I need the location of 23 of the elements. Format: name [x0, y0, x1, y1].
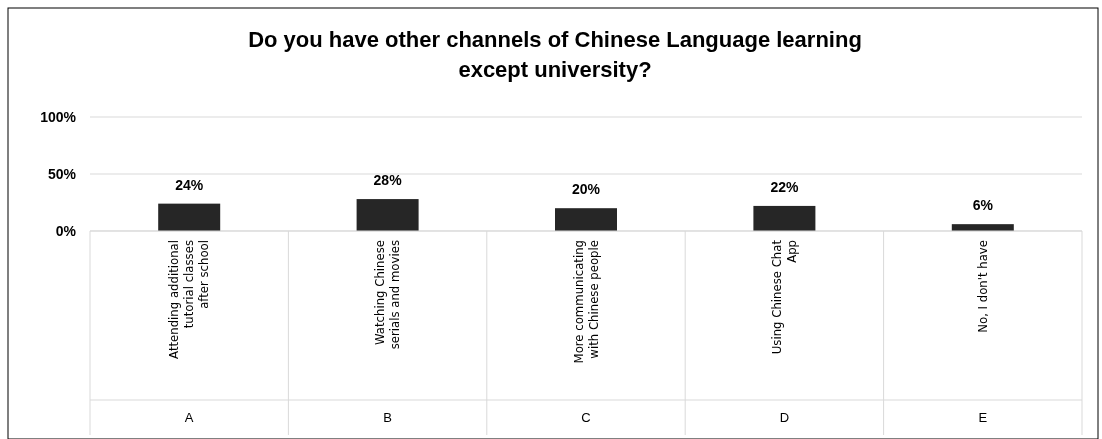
data-label: 28%	[373, 172, 403, 189]
y-tick-label: 0%	[55, 223, 77, 239]
bar	[356, 199, 419, 231]
data-label: 24%	[175, 176, 204, 193]
x-tick-label: Watching Chinese serials and movies	[372, 240, 403, 350]
bar	[158, 203, 221, 231]
bar	[753, 205, 816, 231]
y-tick-label: 100%	[40, 109, 77, 125]
x-tick-label: Attending additional tutorial classes after school	[166, 240, 212, 359]
chart-title: Do you have other channels of Chinese Language learning except university?	[248, 27, 862, 82]
data-label: 22%	[770, 178, 799, 195]
y-tick-label: 50%	[47, 166, 77, 182]
text: D	[779, 410, 790, 425]
x-tick-label: More communicating with Chinese people	[570, 240, 601, 364]
text: C	[581, 410, 591, 425]
text: B	[383, 410, 392, 425]
bar	[555, 208, 617, 231]
data-label: 6%	[972, 197, 994, 214]
data-label: 20%	[571, 181, 601, 198]
x-tick-label: No, I don't have	[974, 240, 990, 333]
text: E	[978, 410, 988, 425]
x-tick-label: Using Chinese Chat App	[768, 239, 799, 355]
text: A	[184, 410, 194, 425]
